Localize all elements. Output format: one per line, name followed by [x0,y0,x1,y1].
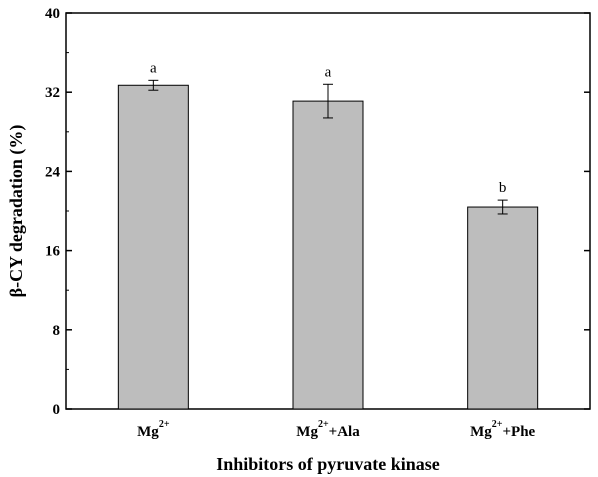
label-base: Mg [137,424,159,440]
x-axis: Mg2+ Mg2++Ala Mg2++Phe [137,403,536,440]
y-tick-label: 24 [45,164,61,180]
label-base: Mg [470,424,492,440]
bar [292,100,364,410]
y-tick-label: 0 [53,402,61,418]
label-suffix: +Ala [329,424,361,440]
y-tick-label: 40 [45,6,60,22]
x-axis-title: Inhibitors of pyruvate kinase [216,454,440,474]
significance-letter: b [499,180,507,196]
x-tick-label: Mg2+ [137,419,170,440]
label-base: Mg [296,424,318,440]
x-tick-label: Mg2++Phe [470,419,535,440]
significance-letter: a [325,64,332,80]
label-suffix: +Phe [502,424,535,440]
label-superscript: 2+ [318,419,329,430]
x-tick-label: Mg2++Ala [296,419,360,440]
label-superscript: 2+ [492,419,503,430]
y-tick-label: 16 [45,244,61,260]
y-axis-title: β-CY degradation (%) [6,125,27,298]
y-tick-label: 8 [53,323,61,339]
y-tick-label: 32 [45,85,60,101]
significance-letter: a [150,60,157,76]
bar [117,84,189,410]
bar [467,206,539,410]
bars: a a b [117,60,539,410]
y-axis: 0 8 16 24 32 40 [45,6,590,418]
label-superscript: 2+ [159,419,170,430]
